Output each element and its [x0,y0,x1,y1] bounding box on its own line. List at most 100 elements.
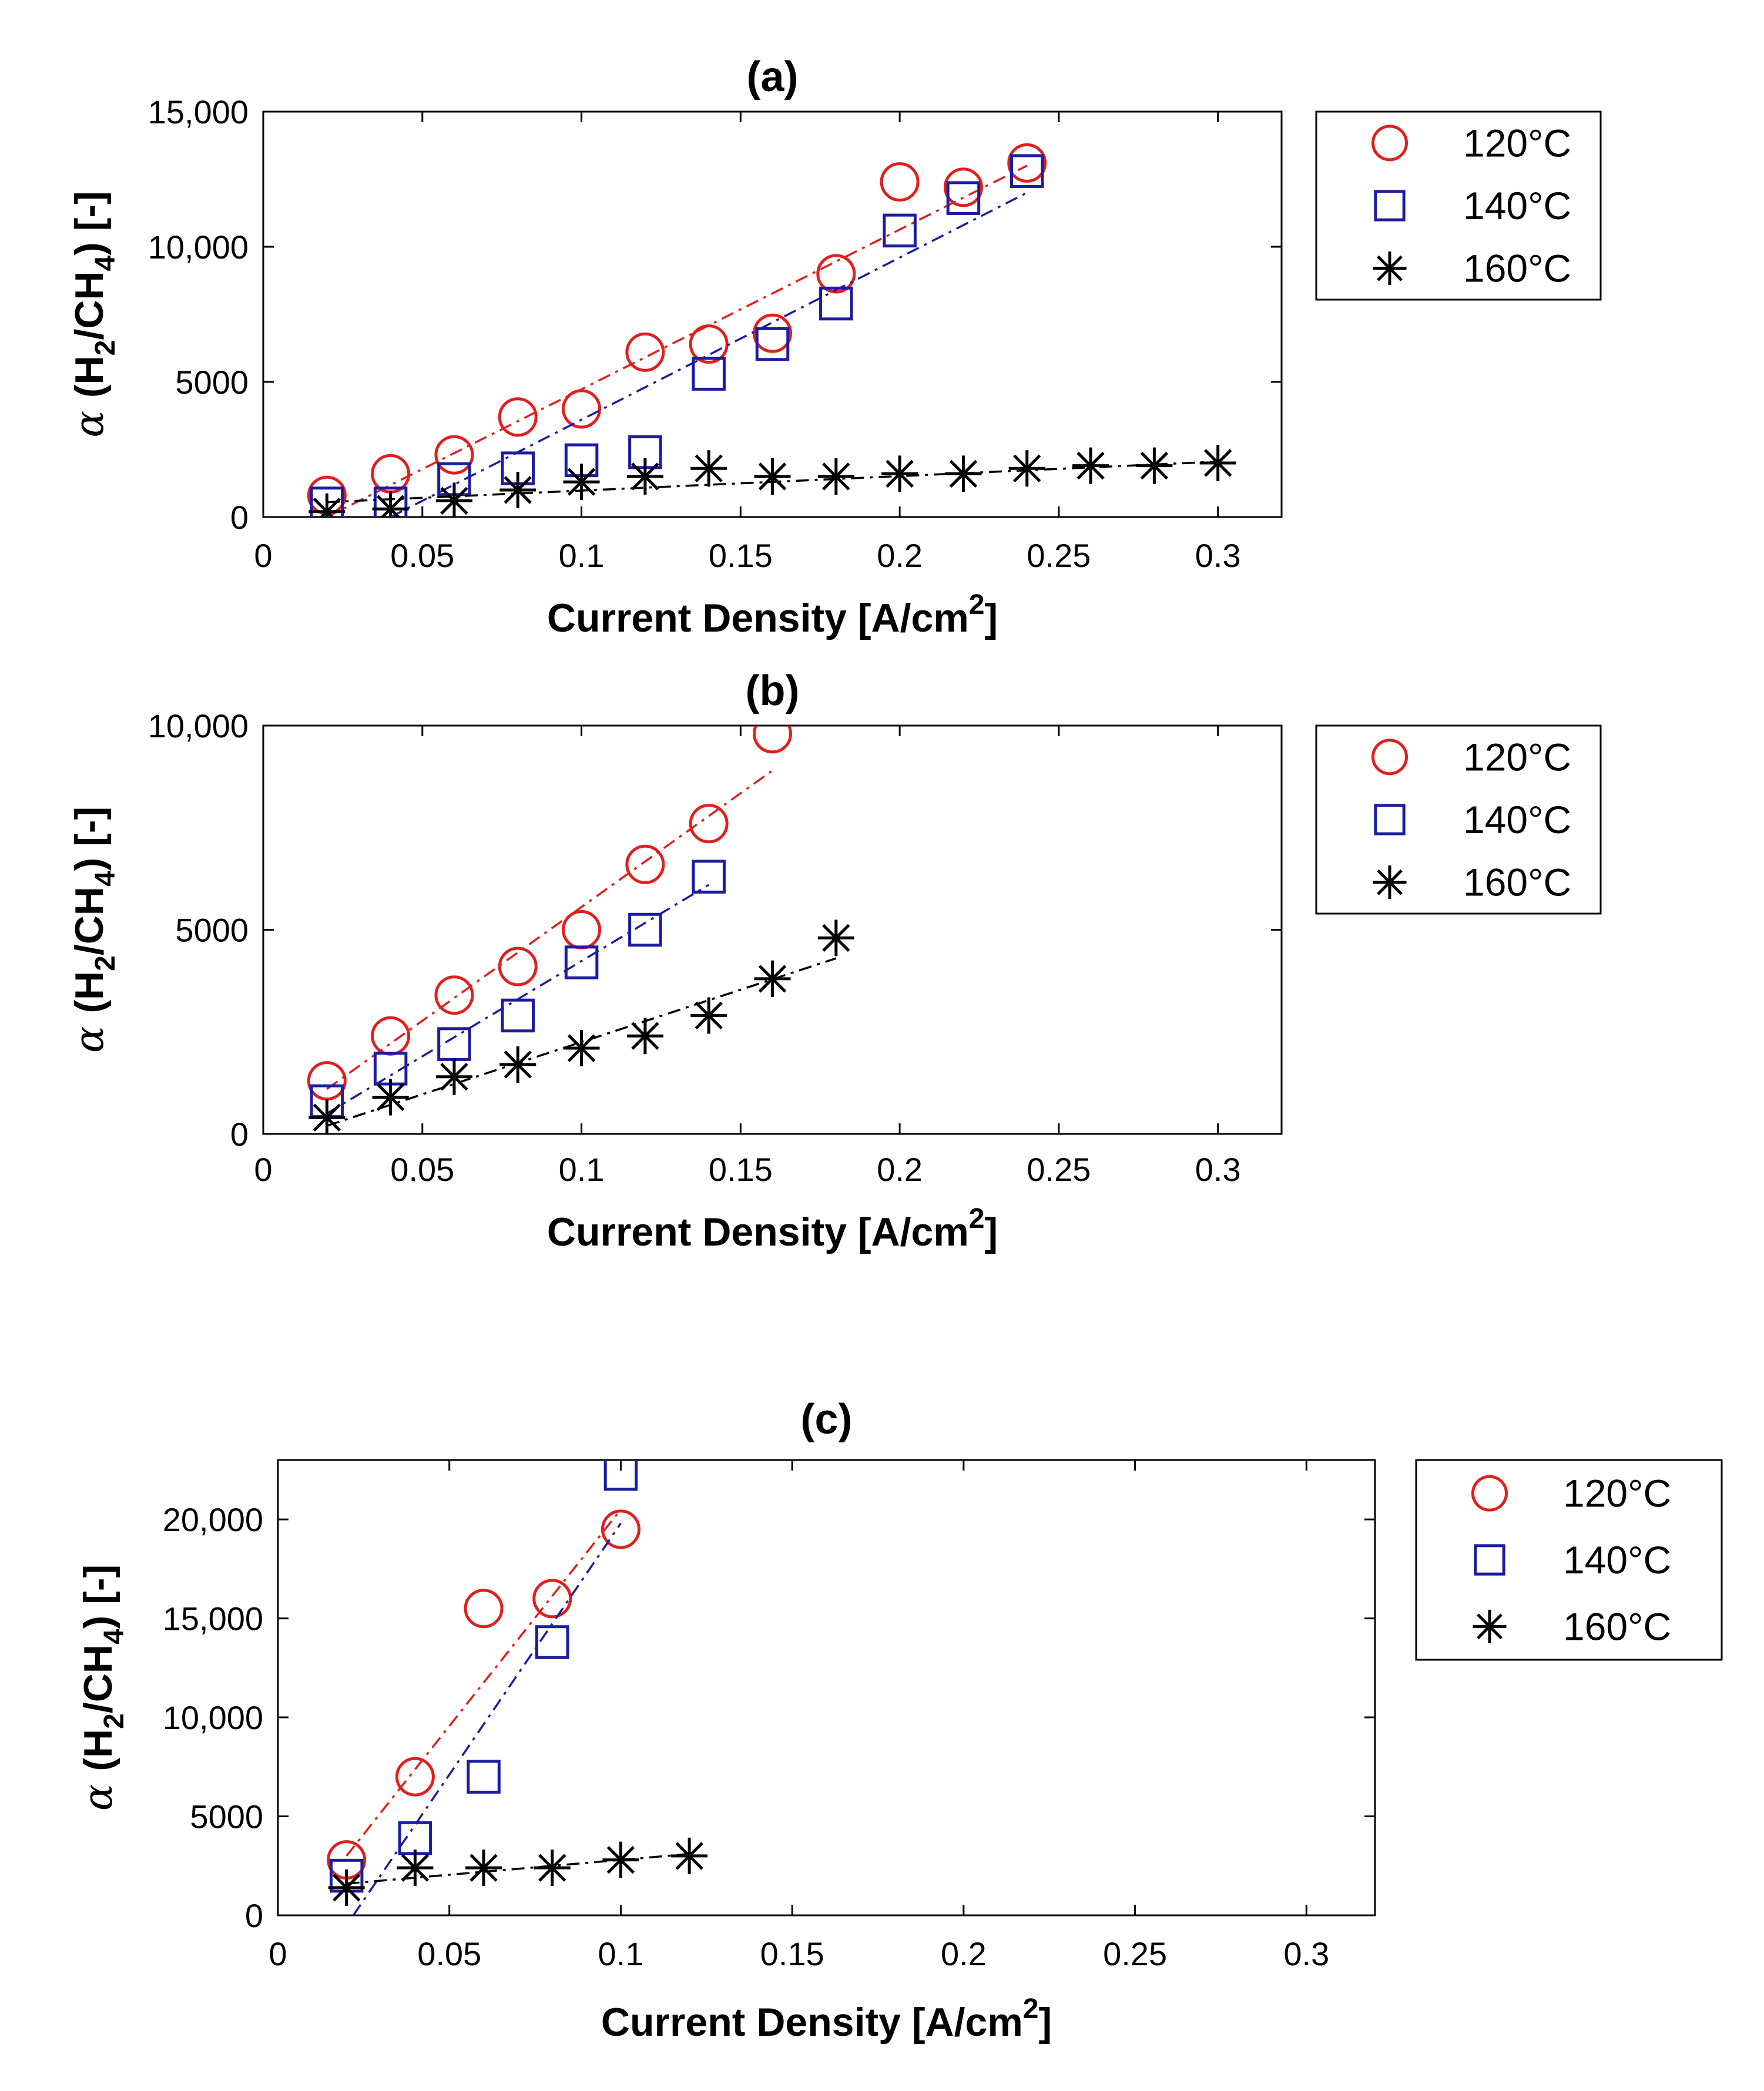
legend-label: 140°C [1563,1538,1671,1582]
chart-b: (b) 0 0.05 0.1 0.15 0.2 0.25 0.3 0 5000 10,000 Curr… [66,667,1602,1254]
point-160c [397,1850,434,1887]
point-120c [625,844,665,884]
data-layer [307,143,1236,517]
x-tick-label: 0.3 [1195,1151,1241,1188]
legend-box [1415,1459,1723,1661]
legend: 120°C 140°C 160°C [1315,724,1602,915]
y-tick-label: 5000 [190,1798,263,1835]
x-tick-label: 0.05 [417,1935,481,1972]
point-160c [817,919,854,956]
point-160c [626,458,663,495]
chart-title: (a) [747,53,799,100]
point-140c [692,860,726,894]
point-160c [817,458,854,495]
x-tick-label: 0.3 [1195,537,1241,574]
x-tick-label: 0.2 [877,1151,923,1188]
point-140c [1010,154,1044,188]
x-tick-label: 0.15 [709,537,773,574]
x-tick-label: 0.1 [559,537,605,574]
y-tick-label: 10,000 [148,707,249,744]
x-tick-label: 0.15 [709,1151,773,1188]
legend-label: 140°C [1463,184,1571,227]
point-160c [308,493,346,517]
point-140c [603,1460,638,1491]
point-120c [753,313,792,353]
point-120c [816,254,856,294]
fit-line-140c [390,192,1028,517]
legend-marker-140c [1374,190,1406,221]
point-120c [689,324,729,364]
point-120c [395,1757,435,1797]
point-140c [373,486,408,517]
point-160c [372,1079,409,1116]
point-160c [465,1850,502,1887]
point-160c [754,458,791,495]
point-160c [602,1841,639,1878]
chart-c: (c) 0 0.05 0.1 0.15 0.2 0.25 0.3 0 5000 10,000 15,0… [75,1396,1723,2045]
series-120c [307,143,1047,517]
y-axis-label: α (H2/CH4) [-] [75,1565,130,1811]
point-120c [753,726,792,754]
point-140c [535,1625,569,1659]
legend-marker-120c [1471,1475,1508,1512]
x-tick-label: 0.25 [1027,1151,1091,1188]
x-tick-label: 0.3 [1283,1935,1329,1972]
point-160c [945,455,982,492]
point-160c [690,450,727,487]
x-tick-label: 0.05 [390,1151,454,1188]
data-layer [327,1460,708,1915]
point-140c [310,486,344,517]
plot-area [262,724,1283,1135]
legend-marker-160c [1373,865,1407,900]
point-160c [308,1099,346,1134]
data-layer [307,726,854,1134]
point-160c [563,464,600,501]
y-tick-label: 10,000 [163,1699,263,1736]
point-120c [943,167,983,207]
x-tick-label: 0.25 [1027,537,1091,574]
point-140c [819,286,853,321]
point-160c [372,491,409,517]
legend-label: 120°C [1563,1472,1671,1515]
x-tick-label: 0.2 [877,537,923,574]
point-160c [1072,447,1109,484]
series-160c [328,1837,708,1906]
legend-marker-160c [1373,251,1407,286]
point-120c [307,1061,347,1101]
point-120c [601,1509,640,1549]
point-120c [562,389,602,429]
point-120c [689,804,729,844]
legend-label: 140°C [1463,798,1571,841]
point-140c [946,181,981,215]
y-tick-label: 0 [230,1116,249,1153]
legend-label: 160°C [1463,861,1571,904]
x-tick-label: 0.1 [559,1151,605,1188]
x-tick-label: 0.2 [941,1935,987,1972]
legend-label: 160°C [1563,1605,1671,1648]
legend-box [1315,110,1602,301]
y-tick-label: 0 [230,499,249,536]
point-160c [534,1850,571,1887]
point-120c [532,1579,572,1619]
y-tick-label: 0 [245,1897,263,1934]
x-tick-label: 0.1 [598,1935,644,1972]
point-160c [1136,447,1173,484]
point-120c [434,975,474,1015]
point-120c [625,332,665,372]
x-tick-label: 0.15 [760,1935,824,1972]
point-140c [628,912,662,947]
point-160c [499,1046,536,1083]
point-140c [692,357,726,391]
y-tick-label: 20,000 [163,1501,263,1538]
point-140c [755,327,790,361]
point-160c [1008,450,1045,487]
legend: 120°C 140°C 160°C [1415,1459,1723,1661]
legend-label: 120°C [1463,735,1571,778]
x-tick-label: 0 [254,537,272,574]
fit-line-120c [326,770,773,1090]
plot-area [277,1459,1376,1917]
legend-marker-140c [1474,1544,1505,1576]
point-120c [434,435,474,475]
x-axis-label: Current Density [A/cm2] [547,589,998,640]
legend-marker-160c [1473,1609,1507,1643]
